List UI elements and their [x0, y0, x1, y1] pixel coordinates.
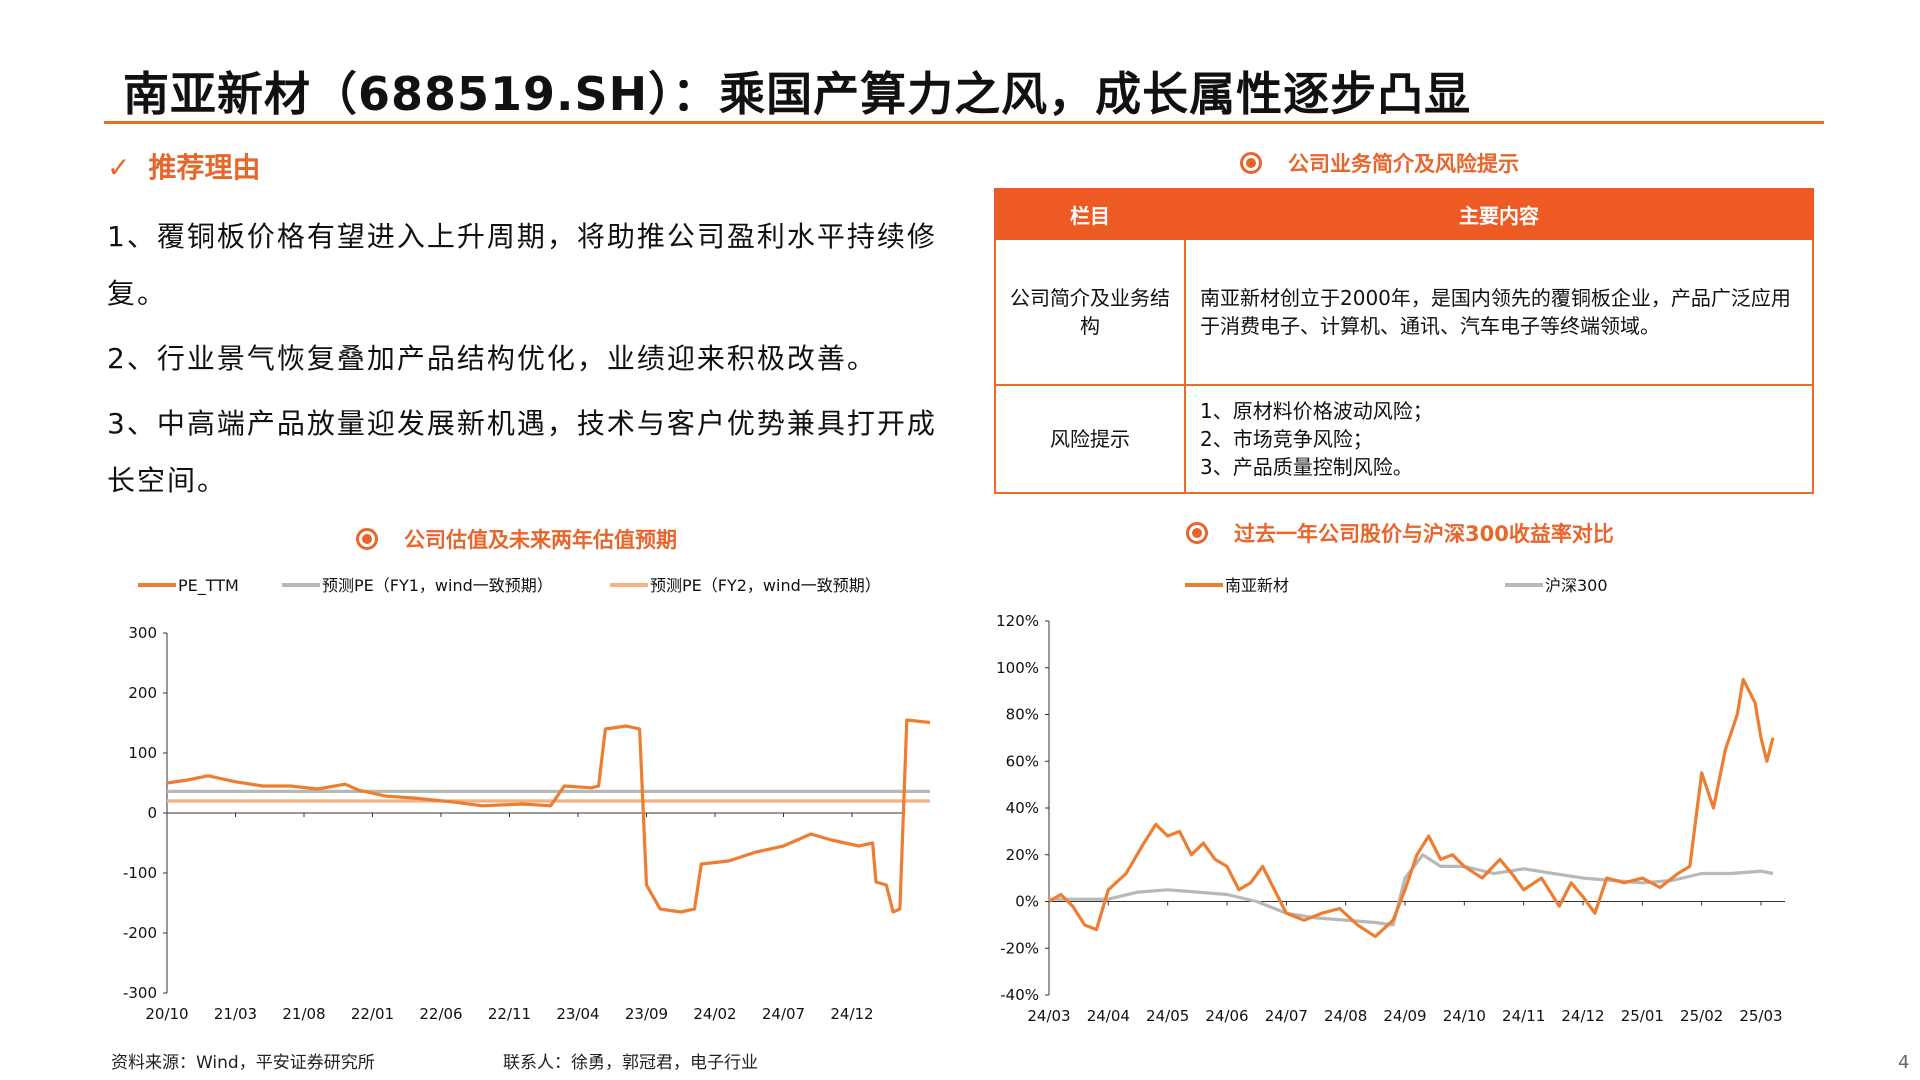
valuation-heading-label: 公司估值及未来两年估值预期 — [404, 528, 677, 552]
y-tick-label: 60% — [1006, 752, 1039, 770]
y-tick-label: 100% — [996, 659, 1039, 677]
x-tick-label: 20/10 — [145, 1005, 188, 1023]
series-line — [166, 718, 930, 914]
reasons-list: 1、覆铜板价格有望进入上升周期，将助推公司盈利水平持续修复。 2、行业景气恢复叠… — [107, 208, 937, 517]
legend-label: 沪深300 — [1545, 576, 1608, 595]
reasons-heading-label: 推荐理由 — [148, 151, 261, 184]
target-bullet-icon — [1240, 152, 1262, 174]
legend-label: 预测PE（FY2，wind一致预期） — [650, 576, 881, 595]
y-tick-label: 300 — [128, 624, 157, 642]
title-divider — [104, 121, 1824, 124]
y-tick-label: 40% — [1006, 799, 1039, 817]
target-bullet-icon — [356, 528, 378, 550]
x-tick-label: 24/03 — [1027, 1007, 1070, 1025]
row-content-profile: 南亚新材创立于2000年，是国内领先的覆铜板企业，产品广泛应用于消费电子、计算机… — [1184, 238, 1814, 386]
comparison-heading-label: 过去一年公司股价与沪深300收益率对比 — [1234, 522, 1614, 546]
x-tick-label: 24/11 — [1502, 1007, 1545, 1025]
y-tick-label: 0 — [147, 804, 157, 822]
y-tick-label: -20% — [1000, 939, 1039, 957]
valuation-heading: 公司估值及未来两年估值预期 — [356, 524, 677, 554]
y-tick-label: 100 — [128, 744, 157, 762]
reasons-heading: ✓ 推荐理由 — [107, 146, 260, 186]
y-tick-label: -200 — [123, 924, 157, 942]
page-title: 南亚新材（688519.SH）：乘国产算力之风，成长属性逐步凸显 — [123, 67, 1472, 121]
reason-item: 1、覆铜板价格有望进入上升周期，将助推公司盈利水平持续修复。 — [107, 220, 937, 310]
x-tick-label: 24/07 — [762, 1005, 805, 1023]
x-tick-label: 24/12 — [830, 1005, 873, 1023]
x-tick-label: 21/03 — [214, 1005, 257, 1023]
business-heading-label: 公司业务简介及风险提示 — [1288, 152, 1519, 176]
x-tick-label: 24/12 — [1561, 1007, 1604, 1025]
x-tick-label: 24/06 — [1205, 1007, 1248, 1025]
valuation-chart: 300 200 100 0 -100 -200 -300 20/10 21/03 21/08 22/… — [123, 576, 930, 1023]
y-tick-label: 200 — [128, 684, 157, 702]
check-icon: ✓ — [107, 151, 131, 184]
legend-label: 南亚新材 — [1225, 576, 1289, 595]
legend-label: 预测PE（FY1，wind一致预期） — [322, 576, 553, 595]
reason-item: 2、行业景气恢复叠加产品结构优化，业绩迎来积极改善。 — [107, 342, 877, 375]
target-bullet-icon — [1186, 522, 1208, 544]
y-tick-label: 80% — [1006, 706, 1039, 724]
x-tick-label: 24/04 — [1087, 1007, 1130, 1025]
comparison-chart: 120% 100% 80% 60% 40% 20% 0% -20% -40% 24/03 24/04… — [996, 576, 1785, 1025]
business-table: 栏目 主要内容 公司简介及业务结构 南亚新材创立于2000年，是国内领先的覆铜板… — [994, 188, 1814, 494]
x-tick-label: 24/08 — [1324, 1007, 1367, 1025]
x-tick-label: 23/04 — [556, 1005, 599, 1023]
table-header-col1: 栏目 — [994, 188, 1186, 240]
risk-item: 2、市场竞争风险； — [1200, 427, 1373, 451]
x-tick-label: 25/02 — [1680, 1007, 1723, 1025]
business-heading: 公司业务简介及风险提示 — [1240, 148, 1519, 178]
reason-item: 3、中高端产品放量迎发展新机遇，技术与客户优势兼具打开成长空间。 — [107, 407, 937, 497]
y-tick-label: 120% — [996, 612, 1039, 630]
x-tick-label: 23/09 — [625, 1005, 668, 1023]
x-tick-label: 24/05 — [1146, 1007, 1189, 1025]
risk-item: 1、原材料价格波动风险； — [1200, 399, 1433, 423]
legend-label: PE_TTM — [178, 576, 239, 596]
row-content-risk: 1、原材料价格波动风险； 2、市场竞争风险； 3、产品质量控制风险。 — [1184, 384, 1814, 494]
x-tick-label: 24/02 — [693, 1005, 736, 1023]
row-label-risk: 风险提示 — [994, 384, 1186, 494]
row-label-profile: 公司简介及业务结构 — [994, 238, 1186, 386]
risk-item: 3、产品质量控制风险。 — [1200, 455, 1413, 479]
x-tick-label: 24/09 — [1383, 1007, 1426, 1025]
x-tick-label: 25/03 — [1739, 1007, 1782, 1025]
source-note: 资料来源：Wind，平安证券研究所 — [111, 1053, 375, 1073]
table-header-col2: 主要内容 — [1184, 188, 1814, 240]
x-tick-label: 25/01 — [1621, 1007, 1664, 1025]
page-number: 4 — [1898, 1052, 1910, 1073]
y-tick-label: -300 — [123, 984, 157, 1002]
y-tick-label: -40% — [1000, 986, 1039, 1004]
comparison-heading: 过去一年公司股价与沪深300收益率对比 — [1186, 518, 1614, 548]
series-line — [1048, 677, 1775, 939]
x-tick-label: 22/01 — [351, 1005, 394, 1023]
x-tick-label: 22/06 — [419, 1005, 462, 1023]
x-tick-label: 24/10 — [1443, 1007, 1486, 1025]
x-tick-label: 24/07 — [1265, 1007, 1308, 1025]
x-tick-label: 21/08 — [282, 1005, 325, 1023]
series-line — [1049, 853, 1774, 927]
y-tick-label: -100 — [123, 864, 157, 882]
x-tick-label: 22/11 — [488, 1005, 531, 1023]
contact-note: 联系人：徐勇，郭冠君，电子行业 — [503, 1053, 758, 1073]
y-tick-label: 20% — [1006, 846, 1039, 864]
y-tick-label: 0% — [1015, 893, 1039, 911]
